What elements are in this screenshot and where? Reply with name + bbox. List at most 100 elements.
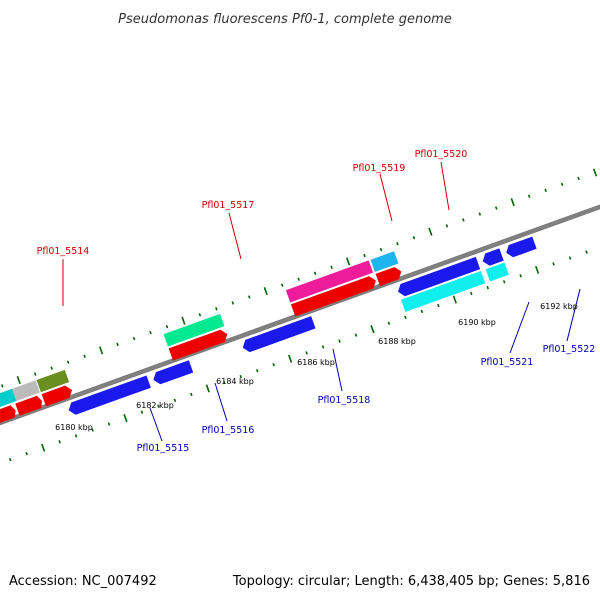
forward-tick-minor xyxy=(379,247,383,252)
tick-label-6190: 6190 kbp xyxy=(458,318,496,327)
forward-tick-minor xyxy=(83,354,86,358)
ruler-tick-labels: 6180 kbp 6182 kbp 6184 kbp 6186 kbp 6188… xyxy=(55,302,578,432)
forward-tick-minor xyxy=(313,271,317,275)
reverse-tick-minor xyxy=(469,291,473,296)
forward-tick-major xyxy=(510,198,515,207)
forward-tick-major xyxy=(263,287,268,296)
gene-label-pfl01-5520[interactable]: Pfl01_5520 xyxy=(415,149,468,160)
reverse-tick-major xyxy=(535,265,540,274)
gene-arrow-pfl01-5522[interactable] xyxy=(480,248,504,267)
reverse-strand-ticks xyxy=(8,250,588,462)
gene-arrow-pfl01-5514[interactable] xyxy=(0,404,18,429)
leader-pfl01-5522 xyxy=(566,288,581,342)
reverse-tick-major xyxy=(288,354,293,363)
gene-arrow-pfl01-5517[interactable] xyxy=(168,328,230,361)
reverse-tick-major xyxy=(205,384,210,393)
tick-label-6180: 6180 kbp xyxy=(55,423,93,432)
gene-skyblue-feature-pfl01-5520[interactable] xyxy=(370,251,399,272)
forward-tick-minor xyxy=(165,324,169,329)
gene-label-pfl01-5516[interactable]: Pfl01_5516 xyxy=(202,425,255,436)
gene-arrow-pfl01-5518[interactable] xyxy=(241,316,316,354)
forward-tick-major xyxy=(345,257,351,266)
gene-aqua-feature-pfl01-5522[interactable] xyxy=(485,262,509,282)
leader-pfl01-5519 xyxy=(379,173,393,222)
gene-label-pfl01-5514[interactable]: Pfl01_5514 xyxy=(37,246,90,257)
reverse-tick-minor xyxy=(568,256,572,260)
reverse-tick-minor xyxy=(338,339,341,343)
leader-pfl01-5518 xyxy=(332,348,343,392)
reverse-tick-minor xyxy=(157,404,160,408)
reverse-tick-minor xyxy=(305,351,308,355)
gene-olive-feature[interactable] xyxy=(36,369,70,393)
gene-arrow-pfl01-5521[interactable] xyxy=(396,256,481,298)
gene-arrow-forward-3[interactable] xyxy=(41,384,75,407)
reverse-tick-minor xyxy=(173,398,177,402)
reverse-tick-minor xyxy=(404,315,407,320)
tick-label-6188: 6188 kbp xyxy=(378,337,416,346)
forward-tick-minor xyxy=(396,241,399,246)
reverse-tick-minor xyxy=(74,434,78,438)
map-title: Pseudomonas fluorescens Pf0-1, complete … xyxy=(118,12,452,27)
reverse-tick-major xyxy=(41,443,46,452)
forward-tick-minor xyxy=(66,360,70,364)
forward-tick-minor xyxy=(560,182,564,187)
forward-tick-minor xyxy=(132,336,136,341)
tick-label-6192: 6192 kbp xyxy=(540,302,578,311)
gene-cyan-feature-left[interactable] xyxy=(0,388,17,415)
forward-tick-major xyxy=(16,375,21,385)
reverse-tick-minor xyxy=(190,392,193,397)
forward-tick-minor xyxy=(412,236,416,240)
forward-tick-minor xyxy=(297,277,300,281)
reverse-tick-minor xyxy=(519,274,522,278)
leader-pfl01-5517 xyxy=(228,212,242,260)
gene-aqua-feature-pfl01-5521[interactable] xyxy=(400,271,486,313)
forward-tick-minor xyxy=(116,342,119,347)
leader-pfl01-5516 xyxy=(214,382,228,422)
gene-arrow-forward-2[interactable] xyxy=(15,395,44,416)
reverse-tick-minor xyxy=(321,345,325,349)
reverse-tick-major xyxy=(123,414,128,423)
reverse-tick-major xyxy=(452,295,457,304)
reverse-tick-minor xyxy=(140,410,144,414)
leader-pfl01-5515 xyxy=(149,407,163,442)
reverse-tick-minor xyxy=(552,262,555,266)
forward-tick-major xyxy=(592,168,598,177)
gene-label-pfl01-5518[interactable]: Pfl01_5518 xyxy=(318,395,371,406)
forward-tick-minor xyxy=(330,265,333,270)
gene-arrow-pfl01-5520[interactable] xyxy=(375,265,404,287)
gene-label-pfl01-5522[interactable]: Pfl01_5522 xyxy=(543,344,596,355)
reverse-tick-minor xyxy=(502,280,506,284)
gene-label-pfl01-5519[interactable]: Pfl01_5519 xyxy=(353,163,406,174)
reverse-tick-minor xyxy=(486,285,489,290)
forward-tick-minor xyxy=(248,295,251,299)
gene-label-pfl01-5515[interactable]: Pfl01_5515 xyxy=(137,443,190,454)
gene-arrow-pfl01-5516[interactable] xyxy=(151,360,194,386)
reverse-tick-minor xyxy=(91,428,94,432)
forward-strand-features xyxy=(0,251,404,429)
tick-label-6186: 6186 kbp xyxy=(297,358,335,367)
forward-tick-minor xyxy=(50,366,53,370)
reverse-tick-minor xyxy=(255,368,259,373)
gene-arrow-reverse-right[interactable] xyxy=(504,236,537,259)
gene-arrow-pfl01-5515[interactable] xyxy=(67,375,151,416)
gene-arrow-pfl01-5519[interactable] xyxy=(290,275,378,317)
gene-label-pfl01-5517[interactable]: Pfl01_5517 xyxy=(202,200,255,211)
reverse-tick-minor xyxy=(58,440,61,444)
reverse-strand-features xyxy=(67,236,537,416)
map-body xyxy=(0,168,600,462)
tick-label-6184: 6184 kbp xyxy=(216,377,254,386)
leader-pfl01-5521 xyxy=(509,301,530,354)
reverse-tick-minor xyxy=(239,374,243,379)
reverse-tick-minor xyxy=(8,457,12,462)
gene-green-feature-pfl01-5517[interactable] xyxy=(163,313,225,347)
forward-tick-minor xyxy=(478,212,482,216)
leader-pfl01-5520 xyxy=(440,161,450,211)
gene-label-pfl01-5521[interactable]: Pfl01_5521 xyxy=(481,357,534,368)
forward-tick-minor xyxy=(495,206,498,210)
gene-magenta-feature-pfl01-5519[interactable] xyxy=(285,260,374,303)
forward-tick-minor xyxy=(215,307,218,311)
tick-label-6182: 6182 kbp xyxy=(136,401,174,410)
reverse-tick-minor xyxy=(107,422,111,426)
gene-gray-feature[interactable] xyxy=(12,380,40,402)
forward-tick-minor xyxy=(231,301,235,305)
